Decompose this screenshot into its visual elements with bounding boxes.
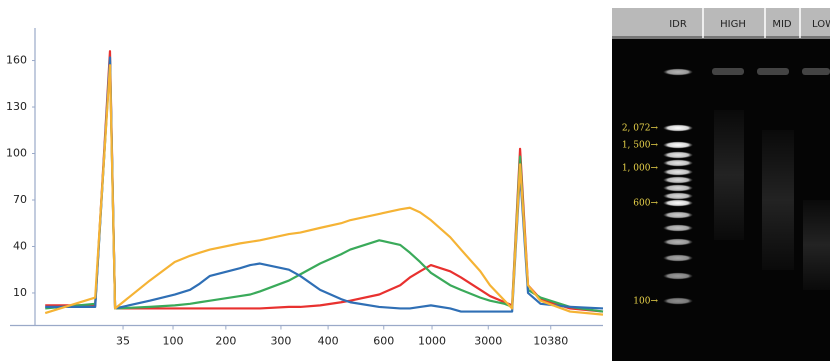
y-tick-label: 70	[13, 193, 27, 206]
lane-label: IDR	[669, 19, 687, 30]
x-tick-label: 1000	[418, 335, 446, 348]
header-edge	[612, 36, 830, 39]
chart: 10 40 70 100 130 160 35 100 200 300 400 600 1000 3000…	[6, 28, 603, 348]
ladder-band	[663, 239, 693, 246]
x-tick-label: 10380	[533, 335, 568, 348]
x-tick-label: 400	[318, 335, 339, 348]
well	[757, 68, 789, 75]
lane-label: LOW	[812, 19, 830, 30]
y-tick-label: 100	[6, 147, 27, 160]
ladder-band	[663, 200, 693, 207]
ladder-band	[663, 160, 693, 167]
ladder-label: 1, 500→	[622, 141, 659, 151]
ladder-band	[663, 152, 693, 159]
ladder-band	[663, 193, 693, 200]
ladder-label: 1, 000→	[622, 164, 659, 174]
ladder-band	[663, 125, 693, 132]
ladder-band	[663, 177, 693, 184]
gel-image: IDR HIGH MID LOW 2, 072→ 1, 500→ 1, 000→…	[612, 8, 830, 361]
well	[802, 68, 830, 75]
lane-label: MID	[772, 19, 792, 30]
ladder-band	[663, 255, 693, 262]
ladder-band	[663, 212, 693, 219]
y-tick-label: 160	[6, 54, 27, 67]
y-tick-label: 130	[6, 100, 27, 113]
series-line	[45, 65, 603, 314]
x-tick-label: 100	[163, 335, 184, 348]
ladder-band	[663, 142, 693, 149]
sample-smear	[803, 200, 830, 290]
sample-smear	[714, 110, 744, 240]
ladder-band	[663, 169, 693, 176]
x-tick-label: 600	[373, 335, 394, 348]
ladder-label: 2, 072→	[622, 124, 659, 134]
ladder-band	[663, 273, 693, 280]
x-tick-label: 35	[116, 335, 130, 348]
ladder-label: 100→	[633, 297, 658, 307]
y-tick-label: 10	[13, 286, 27, 299]
page: 10 40 70 100 130 160 35 100 200 300 400 600 1000 3000…	[0, 0, 830, 361]
x-tick-label: 300	[270, 335, 291, 348]
ladder-band	[663, 185, 693, 192]
x-tick-label: 3000	[474, 335, 502, 348]
lane-label: HIGH	[720, 19, 746, 30]
x-tick-label: 200	[215, 335, 236, 348]
well	[712, 68, 744, 75]
ladder-band	[663, 225, 693, 232]
y-tick-label: 40	[13, 239, 27, 252]
sample-smear	[762, 130, 794, 270]
ladder-label: 600→	[633, 199, 658, 209]
ladder-band	[663, 69, 693, 76]
ladder-band	[663, 298, 693, 305]
